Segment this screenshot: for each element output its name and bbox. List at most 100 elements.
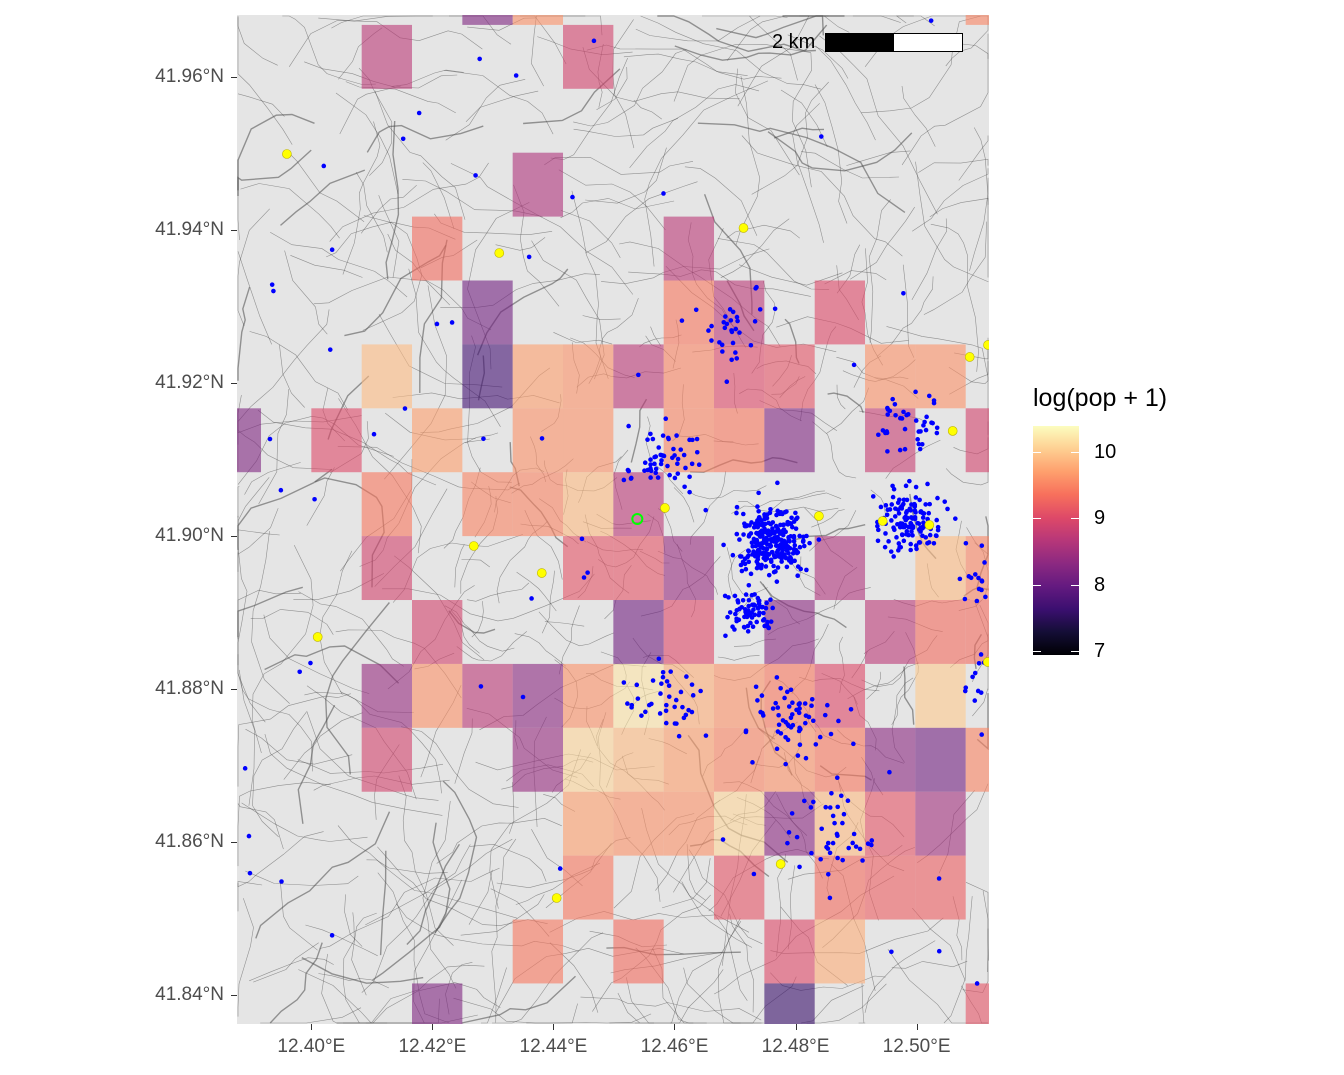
road-line xyxy=(378,195,400,278)
data-point xyxy=(400,136,406,142)
data-point xyxy=(797,701,802,706)
grid-cell xyxy=(965,408,989,473)
x-tick-mark xyxy=(916,1024,918,1030)
data-point xyxy=(750,602,755,608)
data-point xyxy=(828,731,834,737)
road-line xyxy=(422,162,455,229)
data-point xyxy=(665,463,670,469)
data-point xyxy=(784,564,790,570)
y-tick-mark xyxy=(231,688,237,690)
y-tick-label: 41.92°N xyxy=(155,371,224,393)
grid-cell xyxy=(462,15,513,25)
data-point xyxy=(639,713,644,718)
data-point xyxy=(968,575,974,581)
data-point xyxy=(734,356,740,361)
data-point xyxy=(636,372,641,378)
road-line xyxy=(749,15,798,81)
road-line xyxy=(237,508,279,572)
data-point xyxy=(725,614,730,620)
road-line xyxy=(237,149,312,191)
road-line xyxy=(454,544,465,588)
data-point xyxy=(686,707,691,713)
road-line xyxy=(245,728,353,765)
data-point xyxy=(683,465,688,471)
data-point xyxy=(813,742,819,747)
data-point xyxy=(762,526,767,532)
grid-cell xyxy=(965,536,989,601)
data-point xyxy=(802,701,808,706)
road-line xyxy=(237,477,270,640)
data-point xyxy=(755,504,760,509)
data-point xyxy=(823,804,829,810)
station-marker xyxy=(468,541,479,551)
station-marker xyxy=(738,223,749,233)
data-point xyxy=(789,811,795,816)
road-line xyxy=(943,896,973,1024)
grid-cell xyxy=(714,663,765,728)
data-point xyxy=(570,194,575,200)
data-point xyxy=(792,543,798,548)
road-line xyxy=(767,131,913,172)
data-point xyxy=(809,696,815,702)
data-point xyxy=(796,710,802,716)
road-line xyxy=(827,392,864,414)
data-point xyxy=(673,697,679,703)
grid-cell xyxy=(814,727,866,792)
data-point xyxy=(581,575,587,580)
data-point xyxy=(901,497,907,503)
road-line xyxy=(657,15,816,53)
data-point xyxy=(808,805,814,810)
road-line xyxy=(251,531,290,704)
data-point xyxy=(761,550,766,556)
data-point xyxy=(741,532,746,537)
road-line xyxy=(237,589,301,666)
grid-cell xyxy=(613,472,664,537)
data-point xyxy=(885,449,890,454)
data-point xyxy=(674,433,679,438)
data-point xyxy=(797,533,802,539)
data-point xyxy=(740,598,746,603)
data-point xyxy=(764,600,769,606)
road-line xyxy=(558,169,666,231)
data-point xyxy=(664,702,669,708)
data-point xyxy=(834,775,840,781)
data-point xyxy=(732,593,738,599)
data-point xyxy=(652,454,657,460)
data-point xyxy=(625,467,631,473)
data-point xyxy=(742,606,748,612)
data-point xyxy=(890,396,895,402)
data-point xyxy=(782,552,787,557)
data-point xyxy=(730,552,736,558)
grid-cell xyxy=(512,152,564,217)
data-point xyxy=(896,511,902,516)
road-line xyxy=(585,181,698,254)
data-point xyxy=(758,565,764,571)
data-point xyxy=(740,511,746,517)
road-line xyxy=(337,825,518,919)
data-point xyxy=(734,510,739,516)
data-point xyxy=(819,134,824,139)
data-point xyxy=(764,515,770,521)
road-line xyxy=(249,957,334,982)
road-line xyxy=(673,487,695,523)
x-tick-mark xyxy=(432,1024,434,1030)
grid-cell xyxy=(361,344,413,409)
data-point xyxy=(925,481,930,487)
data-point xyxy=(416,110,422,116)
data-point xyxy=(829,790,834,796)
data-point xyxy=(850,840,855,846)
data-point xyxy=(579,536,585,542)
y-tick-label: 41.84°N xyxy=(155,984,224,1005)
data-point xyxy=(851,741,856,747)
data-point xyxy=(703,733,709,738)
y-tick-label: 41.86°N xyxy=(155,830,224,852)
data-point xyxy=(735,598,741,603)
data-point xyxy=(936,876,942,881)
data-point xyxy=(672,453,677,458)
scale-bar-graphic xyxy=(825,33,964,52)
data-point xyxy=(888,549,894,554)
road-line xyxy=(237,898,254,1017)
data-point xyxy=(652,461,657,467)
data-point xyxy=(679,318,685,323)
data-point xyxy=(748,571,754,577)
